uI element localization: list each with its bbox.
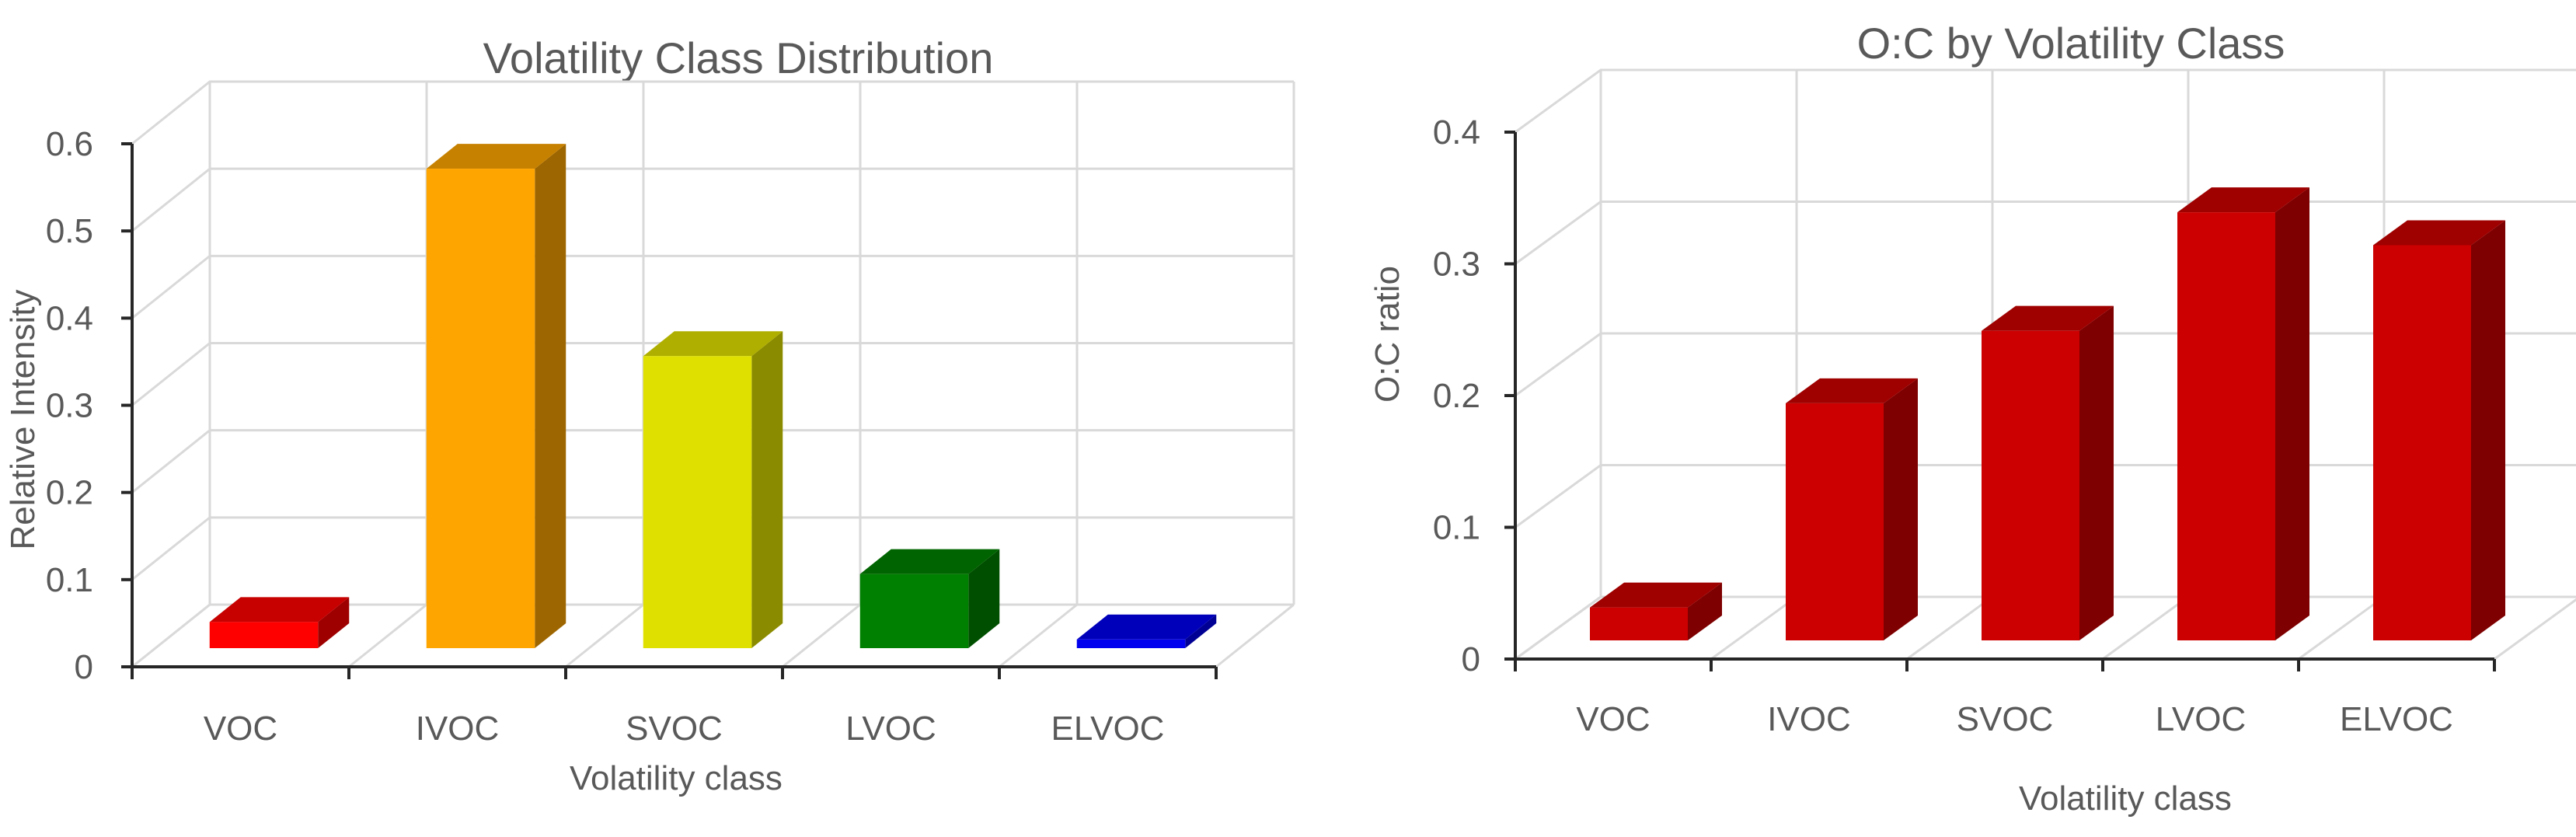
x-tick-label: ELVOC <box>1051 710 1165 748</box>
bar-top <box>209 597 350 623</box>
x-tick-label: IVOC <box>416 710 500 748</box>
bar-top <box>859 549 1000 574</box>
floor-line <box>2298 595 2385 661</box>
bar <box>1786 378 1918 640</box>
bar-front <box>1982 330 2079 640</box>
gridline <box>1515 68 2576 134</box>
x-axis-label: Volatility class <box>570 759 783 797</box>
floor-line <box>348 603 427 668</box>
bar-top <box>1982 305 2114 331</box>
bar-top <box>2177 187 2309 213</box>
bar-top <box>426 144 566 169</box>
chart-volatility-distribution: Volatility Class Distribution 0 0.1 0.2 0.3… <box>4 33 1295 797</box>
x-tick-label: LVOC <box>845 710 936 748</box>
bar-side <box>751 331 783 648</box>
bar-top <box>1590 582 1722 608</box>
y-tick-label: 0.1 <box>1433 509 1480 547</box>
y-tick-label: 0 <box>75 648 93 686</box>
grid-layer <box>131 80 1295 668</box>
bar-top <box>1076 614 1217 640</box>
bar-front <box>859 574 969 648</box>
bar-side <box>2471 220 2505 640</box>
floor-line <box>1515 595 1602 661</box>
bar <box>209 597 350 648</box>
chart-title: O:C by Volatility Class <box>1857 19 2285 68</box>
y-tick-label: 0.4 <box>46 299 93 337</box>
bar-side <box>1185 614 1217 648</box>
y-axis-label: O:C ratio <box>1368 266 1407 403</box>
bar-layer <box>1590 187 2505 640</box>
bar <box>2177 187 2309 640</box>
bar <box>1590 582 1722 640</box>
floor-line <box>131 603 211 668</box>
chart-oc-ratio: O:C by Volatility Class 0 0.1 0.2 0.3 0.4 VO… <box>1368 19 2576 818</box>
category-labels: VOC IVOC SVOC LVOC ELVOC <box>1576 700 2453 738</box>
x-tick-label: SVOC <box>1957 700 2054 738</box>
tick-labels: 0 0.1 0.2 0.3 0.4 0.5 0.6 <box>46 125 93 686</box>
bar <box>643 331 783 648</box>
category-labels: VOC IVOC SVOC LVOC ELVOC <box>204 710 1165 748</box>
floor-line <box>999 603 1078 668</box>
y-tick-label: 0.3 <box>1433 246 1480 284</box>
y-tick-label: 0.2 <box>1433 377 1480 415</box>
axis-layer <box>1504 131 2496 671</box>
bar <box>1076 614 1217 648</box>
y-tick-label: 0.3 <box>46 387 93 425</box>
bar-front <box>2177 212 2275 640</box>
bar <box>426 144 566 649</box>
x-axis-label: Volatility class <box>2019 779 2232 818</box>
bar <box>859 549 1000 648</box>
bar-layer <box>209 144 1217 649</box>
y-tick-label: 0.6 <box>46 125 93 163</box>
y-tick-label: 0.1 <box>46 561 93 599</box>
bar-top <box>643 331 783 357</box>
y-tick-label: 0.4 <box>1433 113 1480 152</box>
x-tick-label: ELVOC <box>2340 700 2453 738</box>
floor-line <box>782 603 861 668</box>
gridline <box>131 167 1294 232</box>
gridline <box>131 80 1294 145</box>
bar-side <box>2275 187 2309 640</box>
bar-side <box>535 144 566 649</box>
y-tick-label: 0 <box>1462 640 1480 678</box>
bar-front <box>1076 639 1186 648</box>
floor-line <box>1710 595 1797 661</box>
chart-title: Volatility Class Distribution <box>483 33 994 82</box>
bar-side <box>968 549 1000 648</box>
bar-front <box>426 169 535 649</box>
y-tick-label: 0.2 <box>46 474 93 512</box>
bar <box>1982 305 2114 640</box>
bar-front <box>1590 607 1688 640</box>
bar-front <box>209 622 319 648</box>
floor-line <box>1906 595 1993 661</box>
bar-side <box>2079 305 2114 640</box>
bar-side <box>1688 582 1722 640</box>
bar-side <box>1884 378 1918 640</box>
floor-line <box>565 603 644 668</box>
bar <box>2373 220 2505 640</box>
floor-line <box>2494 598 2576 661</box>
bar-front <box>643 356 752 648</box>
tick-labels: 0 0.1 0.2 0.3 0.4 <box>1433 113 1480 678</box>
axis-layer <box>121 142 1218 679</box>
bar-front <box>2373 245 2471 640</box>
bar-top <box>2373 220 2505 246</box>
y-tick-label: 0.5 <box>46 212 93 250</box>
x-tick-label: LVOC <box>2156 700 2247 738</box>
gridline <box>131 254 1294 319</box>
bar-side <box>318 597 350 648</box>
bar-top <box>1786 378 1918 403</box>
floor-line <box>1215 603 1295 668</box>
floor-line <box>2102 595 2189 661</box>
x-tick-label: SVOC <box>626 710 723 748</box>
x-tick-label: IVOC <box>1767 700 1851 738</box>
x-tick-label: VOC <box>204 710 277 748</box>
bar-front <box>1786 403 1884 640</box>
y-axis-label: Relative Intensity <box>4 289 42 549</box>
x-tick-label: VOC <box>1576 700 1650 738</box>
